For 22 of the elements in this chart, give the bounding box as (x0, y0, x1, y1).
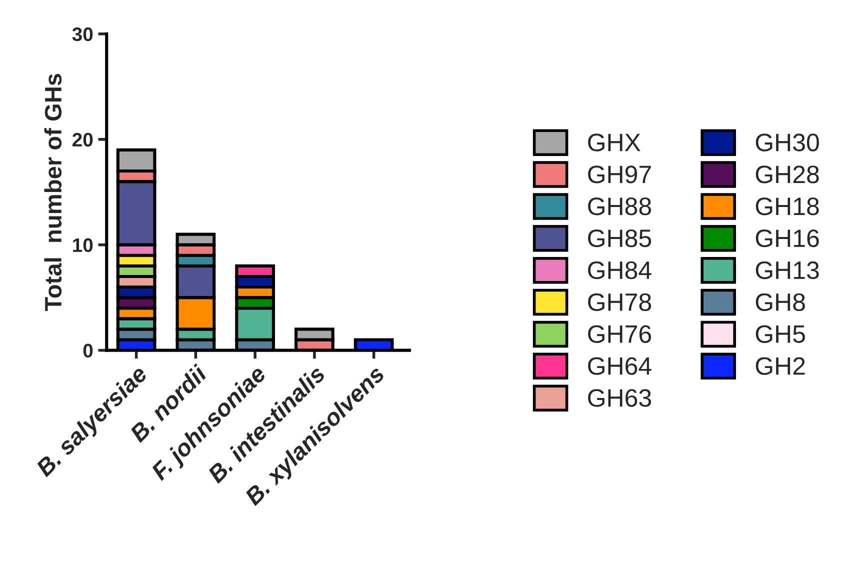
legend-label: GH64 (588, 357, 652, 375)
legend-label: GH2 (756, 357, 805, 375)
y-tick-label: 30 (72, 27, 93, 42)
legend-label: GH76 (588, 325, 652, 343)
legend-label: GH63 (588, 389, 652, 407)
legend-label: GH5 (756, 325, 805, 343)
legend-label: GH16 (756, 229, 819, 248)
legend-label: GH18 (756, 198, 819, 216)
legend-label: GH78 (588, 293, 652, 312)
legend-label: GH8 (756, 293, 805, 312)
y-tick-label: 10 (73, 238, 93, 252)
legend-label: GH97 (588, 166, 651, 184)
legend-label: GH28 (756, 166, 819, 184)
legend-label: GH88 (588, 198, 652, 216)
legend-label: GH85 (588, 229, 652, 248)
y-tick-label: 0 (83, 344, 93, 358)
legend-label: GH84 (588, 261, 652, 280)
legend-label: GH30 (756, 134, 819, 152)
legend-label: GHX (588, 134, 640, 152)
y-tick-label: 20 (72, 132, 93, 147)
y-axis-title: Total number of GHs (44, 74, 62, 311)
legend-label: GH13 (756, 261, 819, 280)
